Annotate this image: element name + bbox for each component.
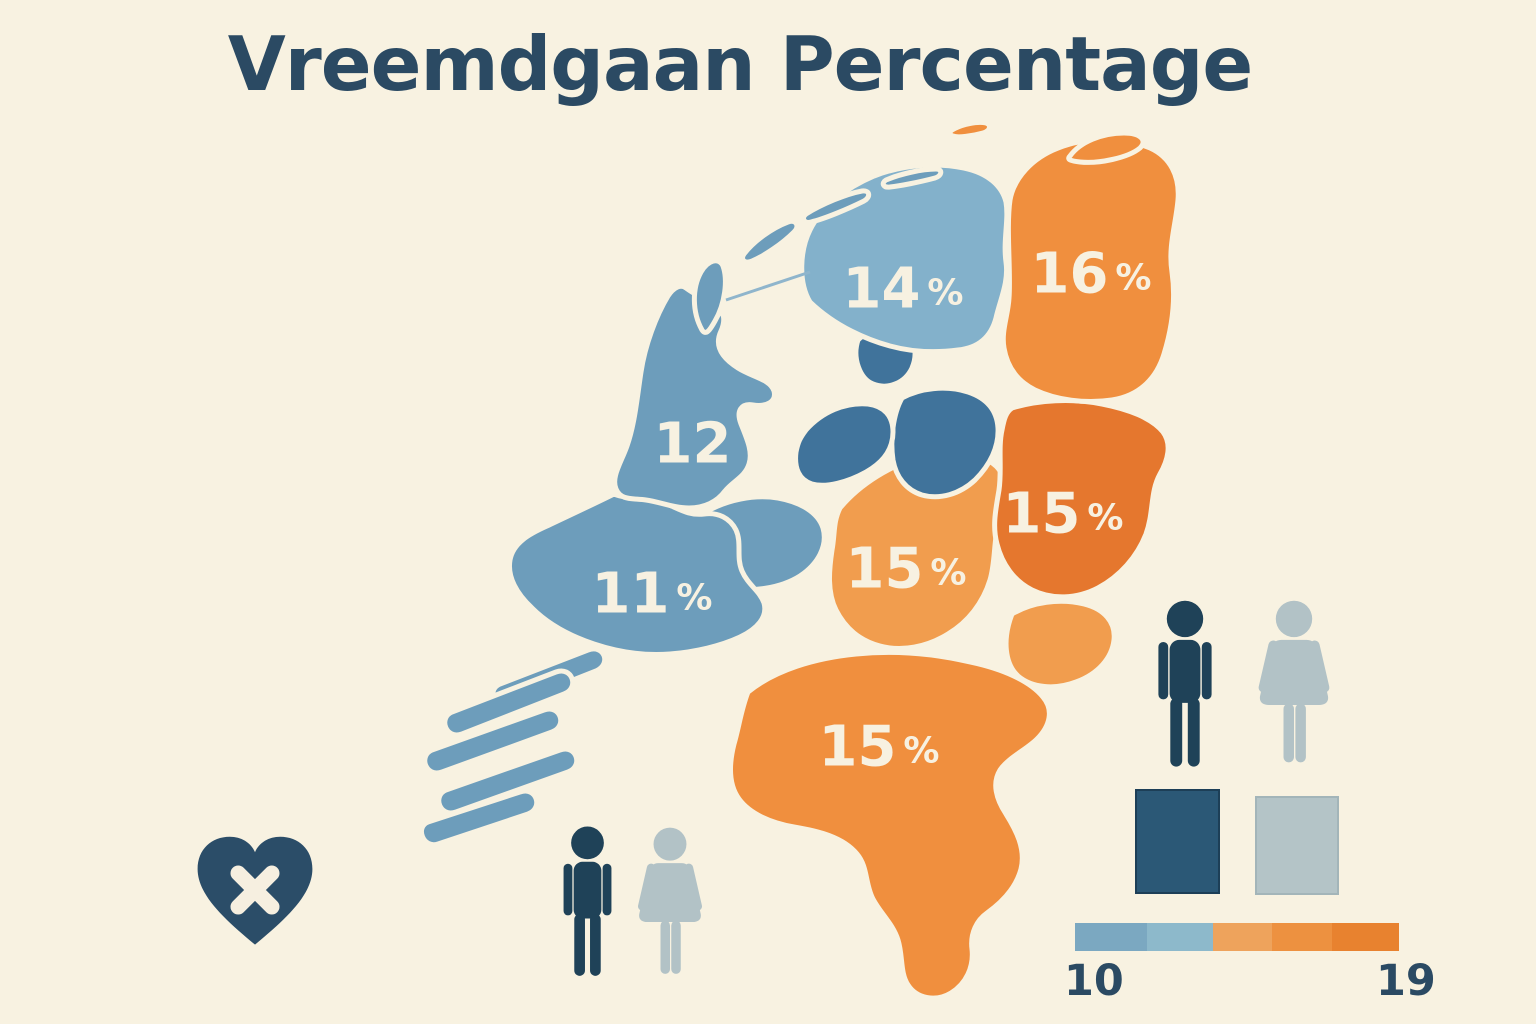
label-gelderland: 15% <box>845 536 967 602</box>
region-zuid-holland <box>506 491 768 657</box>
region-brabant-limburg <box>727 649 1052 1001</box>
heart-x-icon <box>197 836 313 945</box>
female-bar <box>1255 796 1339 895</box>
scale-segment-2 <box>1147 923 1213 951</box>
scale-max-label: 19 <box>1376 956 1436 1006</box>
label-overijssel: 15% <box>1002 481 1124 547</box>
page-title: Vreemdgaan Percentage <box>227 20 1254 108</box>
region-gelderland-east <box>1003 598 1117 690</box>
male-icon <box>563 826 612 976</box>
scale-min-label: 10 <box>1064 956 1124 1006</box>
region-flevoland <box>793 325 1001 500</box>
scale-segment-3 <box>1213 923 1272 951</box>
wadden-islands-east <box>947 119 1146 165</box>
color-scale-bar <box>1075 923 1399 951</box>
scale-segment-4 <box>1272 923 1332 951</box>
label-zuid-holland: 11% <box>591 561 713 627</box>
female-icon-large <box>1258 600 1330 763</box>
region-noord-holland <box>612 283 777 511</box>
region-overijssel <box>992 398 1171 600</box>
male-bar <box>1135 789 1220 894</box>
afsluitdijk-line <box>725 270 811 302</box>
label-brabant-limburg: 15% <box>818 714 940 780</box>
label-friesland: 14% <box>842 256 964 322</box>
scale-segment-1 <box>1075 923 1147 951</box>
male-icon-large <box>1158 600 1212 767</box>
region-zeeland <box>419 646 608 848</box>
female-icon <box>638 827 702 974</box>
label-groningen-drenthe: 16% <box>1030 241 1152 307</box>
scale-segment-5 <box>1332 923 1399 951</box>
wadden-islands <box>691 166 944 335</box>
label-noord-holland: 12 <box>653 411 732 477</box>
